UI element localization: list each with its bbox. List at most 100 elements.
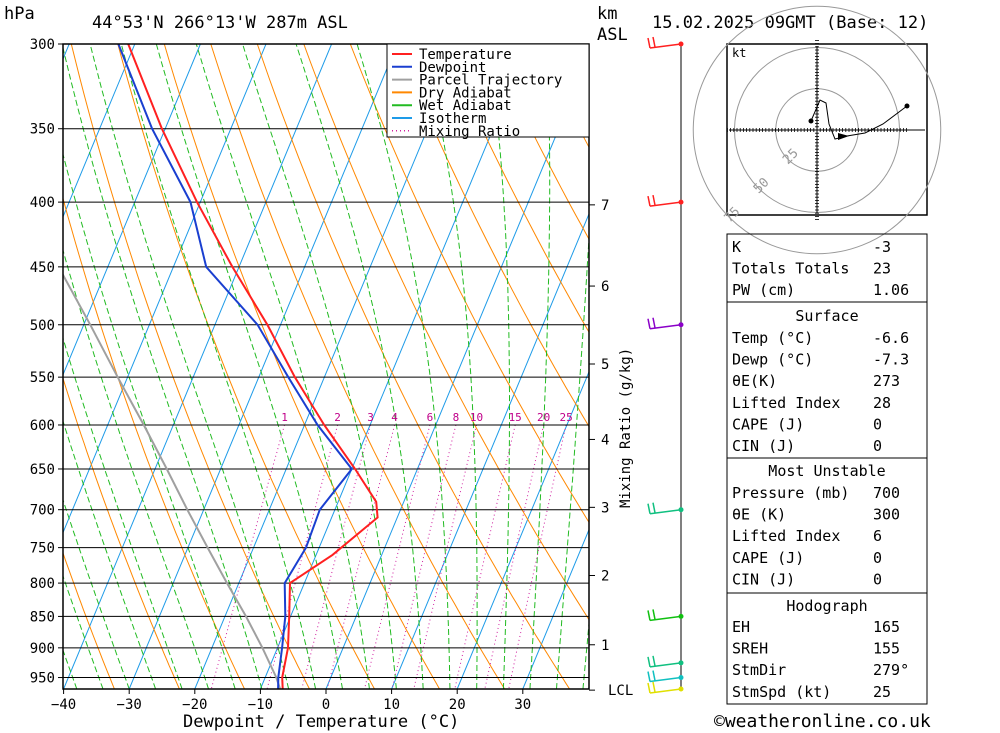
wind-barb-feather	[647, 503, 651, 514]
legend-label: Isotherm	[419, 111, 486, 127]
isotherm-line	[63, 44, 136, 219]
temperature-tick-label: −40	[51, 697, 76, 713]
table-label: Pressure (mb)	[732, 484, 849, 502]
height-axis: 7 6 5 4 3 2 1 LCL	[589, 198, 633, 699]
pressure-tick-label: 850	[30, 609, 55, 625]
temperature-tick-label: 20	[449, 697, 466, 713]
wind-barb-staff	[649, 662, 682, 668]
height-tick-label: 3	[601, 500, 609, 516]
dry-adiabat-line	[63, 196, 245, 689]
hodograph-trace	[810, 99, 908, 140]
pressure-tick-label: 900	[30, 641, 55, 657]
wind-barb-dot	[678, 507, 684, 513]
pressure-tick-label: 650	[30, 462, 55, 478]
isotherm-line	[194, 44, 464, 689]
wind-barb-staff	[649, 688, 682, 694]
table-label: EH	[732, 618, 750, 636]
wet-adiabat-line	[242, 44, 397, 689]
dry-adiabat-line	[442, 44, 589, 334]
table-label: CIN (J)	[732, 437, 795, 455]
isotherm-line	[325, 54, 589, 689]
mixing-ratio-label: 25	[559, 411, 572, 424]
wind-barb-feather	[647, 682, 651, 694]
mixing-ratio-line	[413, 424, 477, 689]
hodograph-ring	[692, 5, 942, 255]
isotherm-line	[456, 370, 589, 689]
isotherm-line	[522, 528, 589, 689]
wind-barb-feather	[647, 671, 651, 682]
wind-barb-staff	[649, 615, 682, 622]
height-tick-label: 2	[601, 568, 609, 584]
mixing-ratio-line	[484, 424, 545, 689]
pressure-tick-label: 450	[30, 260, 55, 276]
legend-label: Temperature	[419, 47, 512, 63]
mixing-ratio-line	[301, 424, 371, 689]
table-value: 0	[873, 570, 882, 588]
table-value: 0	[873, 549, 882, 567]
height-unit-label: km	[597, 4, 617, 24]
wind-barb-staff	[649, 43, 682, 49]
table-label: θE(K)	[732, 372, 777, 390]
pressure-tick-label: 500	[30, 318, 55, 334]
wet-adiabat-line	[63, 498, 130, 689]
mixing-ratio-label: 2	[334, 411, 341, 424]
wet-adiabat-line	[89, 44, 290, 689]
wet-adiabat-line	[295, 44, 424, 689]
isotherm-line	[63, 44, 333, 689]
legend-label: Dry Adiabat	[419, 85, 512, 101]
wind-barb-feather	[652, 609, 656, 620]
table-label: PW (cm)	[732, 281, 795, 299]
wind-barb-feather	[647, 610, 651, 621]
location-title: 44°53'N 266°13'W 287m ASL	[92, 13, 348, 33]
section-title: Most Unstable	[768, 462, 885, 480]
legend-label: Wet Adiabat	[419, 98, 512, 114]
pressure-tick-label: 950	[30, 671, 55, 687]
wet-adiabat-line	[195, 44, 370, 689]
table-label: Totals Totals	[732, 260, 849, 278]
table-label: CIN (J)	[732, 570, 795, 588]
wind-barb-feather	[652, 194, 656, 206]
table-value: -6.6	[873, 329, 909, 347]
pressure-tick-label: 750	[30, 541, 55, 557]
wind-barb-feather	[652, 655, 656, 667]
wind-barb-feather	[647, 37, 651, 49]
wet-adiabat-line	[63, 152, 236, 689]
wind-barbs	[647, 36, 684, 694]
dry-adiabat-line	[70, 44, 310, 689]
height-tick-label: 7	[601, 198, 609, 214]
table-value: 23	[873, 260, 891, 278]
wind-barb-feather	[647, 656, 651, 668]
hodograph-point	[904, 103, 910, 109]
wet-adiabat-line	[487, 44, 510, 689]
table-label: θE (K)	[732, 506, 786, 524]
temperature-line	[127, 44, 379, 689]
table-value: 1.06	[873, 281, 909, 299]
table-value: 279°	[873, 661, 909, 679]
pressure-tick-label: 550	[30, 370, 55, 386]
dry-adiabat-line	[163, 44, 440, 689]
mixing-ratio-label: 10	[470, 411, 483, 424]
wet-adiabat-line	[63, 248, 210, 689]
pressure-unit-label: hPa	[4, 4, 35, 24]
table-value: 0	[873, 415, 882, 433]
table-value: -3	[873, 238, 891, 256]
x-axis-title: Dewpoint / Temperature (°C)	[183, 712, 459, 732]
wet-adiabat-line	[155, 44, 343, 689]
wind-barb-staff	[649, 324, 682, 330]
wind-barb-feather	[647, 195, 651, 207]
isotherm-line	[0, 44, 4, 689]
height-tick-label: 1	[601, 638, 609, 654]
table-label: Lifted Index	[732, 527, 840, 545]
profiles	[63, 44, 379, 689]
table-label: CAPE (J)	[732, 549, 804, 567]
pressure-tick-label: 800	[30, 576, 55, 592]
dry-adiabat-line	[63, 376, 180, 689]
temperature-axis: −40 −30 −20 −10 0 10 20 30	[51, 689, 531, 713]
table-label: Dewp (°C)	[732, 351, 813, 369]
table-label: CAPE (J)	[732, 415, 804, 433]
mixing-ratio-line	[364, 424, 431, 689]
table-label: SREH	[732, 640, 768, 658]
mixing-ratio-line	[210, 424, 285, 689]
